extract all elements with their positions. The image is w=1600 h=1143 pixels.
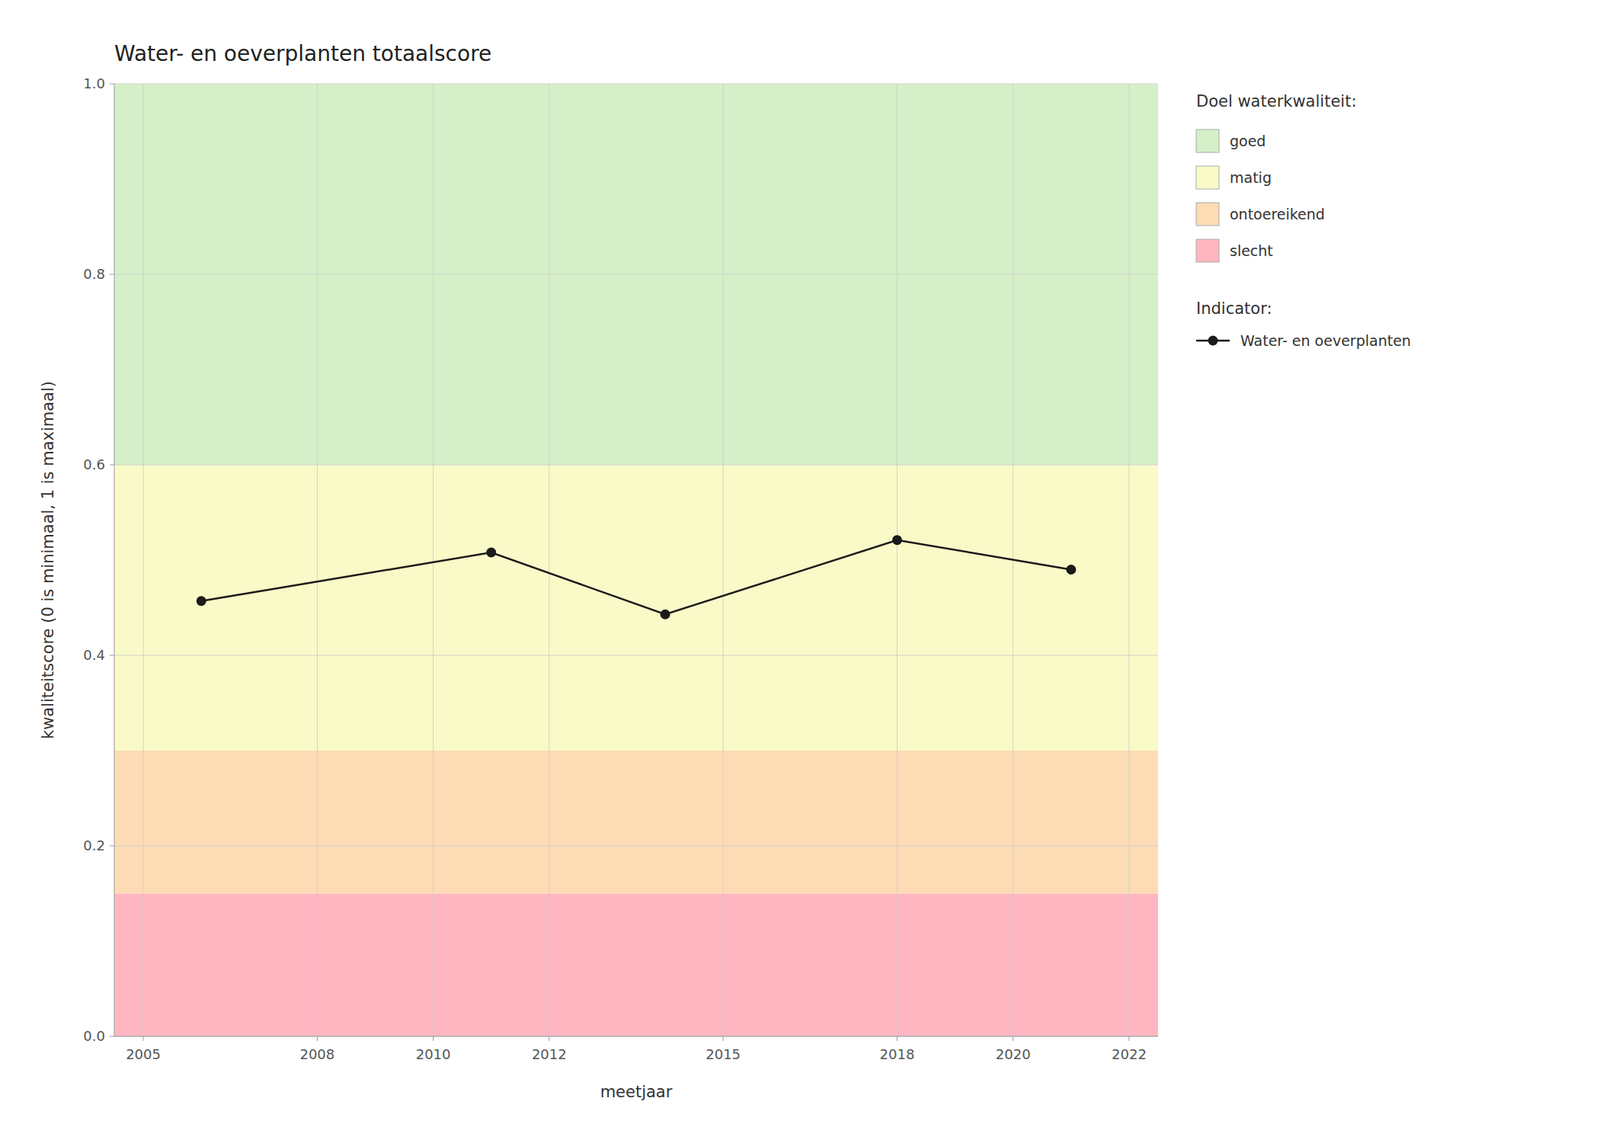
data-point — [196, 595, 207, 606]
x-tick-label: 2005 — [125, 1046, 161, 1063]
legend-label: slecht — [1229, 242, 1274, 260]
legend-title: Indicator: — [1196, 299, 1273, 318]
series-line — [201, 540, 1072, 615]
data-point — [660, 609, 671, 620]
legend-label: goed — [1229, 132, 1266, 150]
zones — [114, 83, 1159, 1037]
x-tick-label: 2008 — [299, 1046, 335, 1063]
x-tick-label: 2022 — [1111, 1046, 1147, 1063]
y-axis-line — [114, 83, 116, 1037]
grid-line-x — [896, 83, 898, 1037]
x-tick-label: 2015 — [705, 1046, 741, 1063]
legend-swatch — [1196, 129, 1220, 153]
data-point — [486, 547, 496, 558]
legend-title: Doel waterkwaliteit: — [1196, 92, 1357, 111]
legend-swatch — [1196, 239, 1220, 263]
legend-swatch — [1196, 202, 1220, 226]
x-tick-label: 2018 — [880, 1046, 916, 1063]
data-point — [892, 534, 903, 545]
y-axis-title: kwaliteitscore (0 is minimaal, 1 is maxi… — [38, 380, 58, 740]
y-tick — [109, 464, 115, 466]
y-tick — [109, 655, 115, 656]
grid-line-y — [114, 83, 1159, 85]
grid-line-x — [143, 83, 144, 1037]
y-tick — [109, 1036, 115, 1037]
legend-marker — [1208, 336, 1219, 346]
x-tick-label: 2010 — [416, 1046, 452, 1063]
x-tick — [896, 1036, 898, 1041]
grid-line-x — [548, 83, 550, 1037]
y-tick — [109, 83, 115, 85]
legend-label: Water- en oeverplanten — [1240, 332, 1412, 349]
zone-band — [114, 893, 1159, 1037]
y-tick-label: 0.4 — [83, 646, 106, 663]
y-tick-label: 0.8 — [83, 265, 106, 282]
x-tick — [1128, 1036, 1130, 1041]
y-tick — [109, 274, 115, 276]
zone-band — [114, 750, 1159, 894]
y-tick — [109, 845, 115, 847]
x-tick — [1012, 1036, 1014, 1041]
grid-line-x — [432, 83, 434, 1037]
y-tick-label: 0.2 — [83, 837, 106, 854]
chart-title: Water- en oeverplanten totaalscore — [114, 41, 492, 67]
x-tick — [316, 1036, 318, 1041]
legend-label: matig — [1229, 169, 1272, 186]
x-axis-title: meetjaar — [600, 1082, 673, 1101]
y-tick-label: 1.0 — [83, 75, 106, 92]
zone-band — [114, 83, 1159, 465]
x-tick-label: 2012 — [531, 1046, 567, 1063]
data-point — [1065, 564, 1076, 575]
legend: Doel waterkwaliteit: goed matig ontoereiken… — [1196, 92, 1412, 349]
grid — [114, 83, 1159, 1037]
legend-swatch — [1196, 166, 1220, 189]
grid-line-y — [114, 464, 1159, 466]
x-tick-label: 2020 — [995, 1046, 1031, 1063]
data — [196, 534, 1077, 620]
grid-line-y — [114, 274, 1159, 276]
x-tick — [143, 1036, 144, 1041]
grid-line-x — [723, 83, 724, 1037]
x-tick — [432, 1036, 434, 1041]
y-tick-label: 0.0 — [83, 1027, 106, 1044]
grid-line-y — [114, 655, 1159, 656]
x-axis-line — [114, 1036, 1159, 1037]
grid-line-x — [316, 83, 318, 1037]
x-tick — [723, 1036, 724, 1041]
zone-band — [114, 464, 1159, 751]
y-tick-label: 0.6 — [83, 456, 106, 473]
legend-label: ontoereikend — [1229, 205, 1325, 223]
x-tick — [548, 1036, 550, 1041]
grid-line-y — [114, 845, 1159, 847]
grid-line-x — [1128, 83, 1130, 1037]
grid-line-y — [114, 1036, 1159, 1037]
chart: 2005 2008 2010 2012 2015 2018 2020 2022 0.0 0.2 0.… — [0, 0, 1600, 1143]
